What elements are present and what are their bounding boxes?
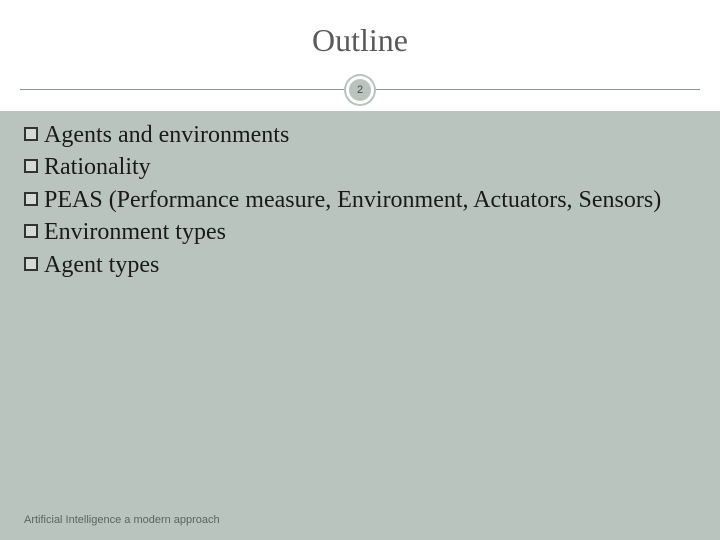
square-bullet-icon [24,192,38,206]
page-badge-wrap: 2 [346,76,374,104]
list-item: Rationality [24,151,696,183]
list-item-text: Agents and environments [44,119,696,151]
list-item: PEAS (Performance measure, Environment, … [24,184,696,216]
square-bullet-icon [24,159,38,173]
header: Outline 2 [0,0,720,100]
list-item: Environment types [24,216,696,248]
slide-title: Outline [0,0,720,59]
list-item-text: PEAS (Performance measure, Environment, … [44,184,696,216]
slide: Outline 2 Agents and environments Ration… [0,0,720,540]
list-item-text: Agent types [44,249,696,281]
bullet-list: Agents and environments Rationality PEAS… [0,111,720,281]
square-bullet-icon [24,257,38,271]
list-item: Agents and environments [24,119,696,151]
square-bullet-icon [24,127,38,141]
list-item: Agent types [24,249,696,281]
list-item-text: Rationality [44,151,696,183]
footer-text: Artificial Intelligence a modern approac… [24,514,220,526]
list-item-text: Environment types [44,216,696,248]
page-number-badge: 2 [346,76,374,104]
body: Agents and environments Rationality PEAS… [0,110,720,540]
square-bullet-icon [24,224,38,238]
